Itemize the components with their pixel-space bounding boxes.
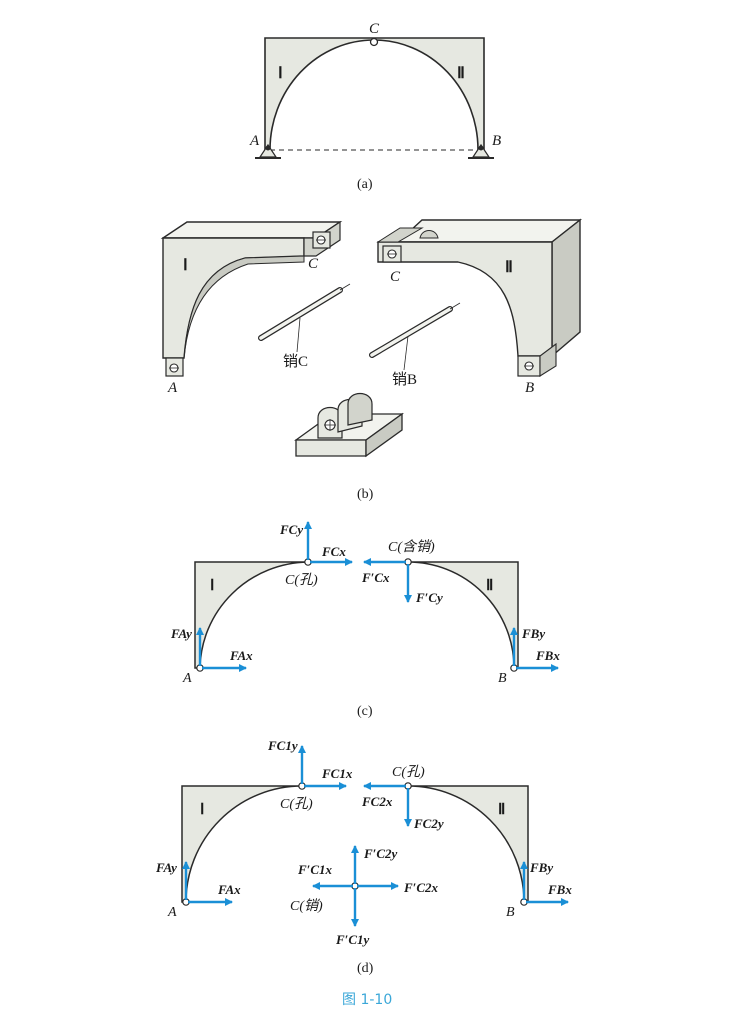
label-b: B <box>492 133 501 149</box>
label-c-pin-c: C(含销) <box>388 539 435 555</box>
label-part1-d: Ⅰ <box>200 802 204 818</box>
label-fc2y: FC2y <box>413 816 444 831</box>
label-fbx: FBx <box>535 648 560 663</box>
panel-b: Ⅰ C A Ⅱ C B 销C <box>160 218 583 502</box>
label-part2-d: Ⅱ <box>498 802 505 818</box>
label-a-b: A <box>167 380 178 396</box>
part2-3d <box>376 218 583 377</box>
panel-c: Ⅰ Ⅱ C(孔) C(含销) A B FCy FCx FAy FAx F′Cx … <box>170 521 560 719</box>
label-part1: Ⅰ <box>278 65 283 82</box>
label-fpc1y: F′C1y <box>335 932 369 947</box>
label-c-hole-right-d: C(孔) <box>392 764 425 780</box>
label-fay-d: FAy <box>155 860 177 875</box>
label-c1-b: C <box>308 256 319 272</box>
part1-3d <box>160 220 343 377</box>
panel-label-a: (a) <box>357 177 373 192</box>
support-b-icon <box>468 143 494 159</box>
label-part1-b: Ⅰ <box>183 257 188 274</box>
label-fc1y: FC1y <box>267 738 298 753</box>
panel-label-d: (d) <box>357 961 374 976</box>
label-b-b: B <box>525 380 534 396</box>
label-a-c: A <box>182 671 192 686</box>
panel-label-c: (c) <box>357 704 373 719</box>
label-c-hole-left-d: C(孔) <box>280 796 313 812</box>
label-fpcy: F′Cy <box>415 590 443 605</box>
pin-b-icon <box>369 302 461 371</box>
panel-a: C Ⅰ Ⅱ A B (a) <box>249 21 501 192</box>
label-part2: Ⅱ <box>457 65 465 82</box>
label-fc1x: FC1x <box>321 766 353 781</box>
label-fbx-d: FBx <box>547 882 572 897</box>
panel-d: Ⅰ Ⅱ C(孔) C(孔) C(销) A B FC1y FC1x FC2x FC… <box>155 738 572 976</box>
label-b-d: B <box>506 905 515 920</box>
figure-caption: 图 1-10 <box>342 992 392 1008</box>
label-c-pin-d: C(销) <box>290 898 323 914</box>
label-fpc1x: F′C1x <box>297 862 332 877</box>
label-fax-d: FAx <box>217 882 241 897</box>
label-fby: FBy <box>521 626 545 641</box>
arch-frame-a <box>264 37 485 151</box>
label-fax: FAx <box>229 648 253 663</box>
label-a: A <box>249 133 260 149</box>
label-fc2x: FC2x <box>361 794 393 809</box>
panel-label-b: (b) <box>357 487 374 502</box>
label-pin-c: 销C <box>283 353 308 370</box>
label-fby-d: FBy <box>529 860 553 875</box>
label-b-c: B <box>498 671 507 686</box>
label-fay: FAy <box>170 626 192 641</box>
label-pin-b: 销B <box>392 371 417 388</box>
label-part2-b: Ⅱ <box>505 259 513 276</box>
label-fcx: FCx <box>321 544 346 559</box>
label-a-d: A <box>167 905 177 920</box>
pin-c-icon <box>258 283 351 353</box>
label-c-hole-c: C(孔) <box>285 572 318 588</box>
label-part1-c: Ⅰ <box>210 578 214 594</box>
label-part2-c: Ⅱ <box>486 578 493 594</box>
hinge-c-icon <box>369 37 379 47</box>
label-fpc2x: F′C2x <box>403 880 438 895</box>
label-c: C <box>369 21 380 37</box>
body2-c <box>407 561 519 669</box>
support-a-icon <box>255 143 281 159</box>
support-base-icon <box>293 392 405 458</box>
label-fpcx: F′Cx <box>361 570 390 585</box>
label-fcy: FCy <box>279 522 303 537</box>
label-c2-b: C <box>390 269 401 285</box>
label-fpc2y: F′C2y <box>363 846 397 861</box>
